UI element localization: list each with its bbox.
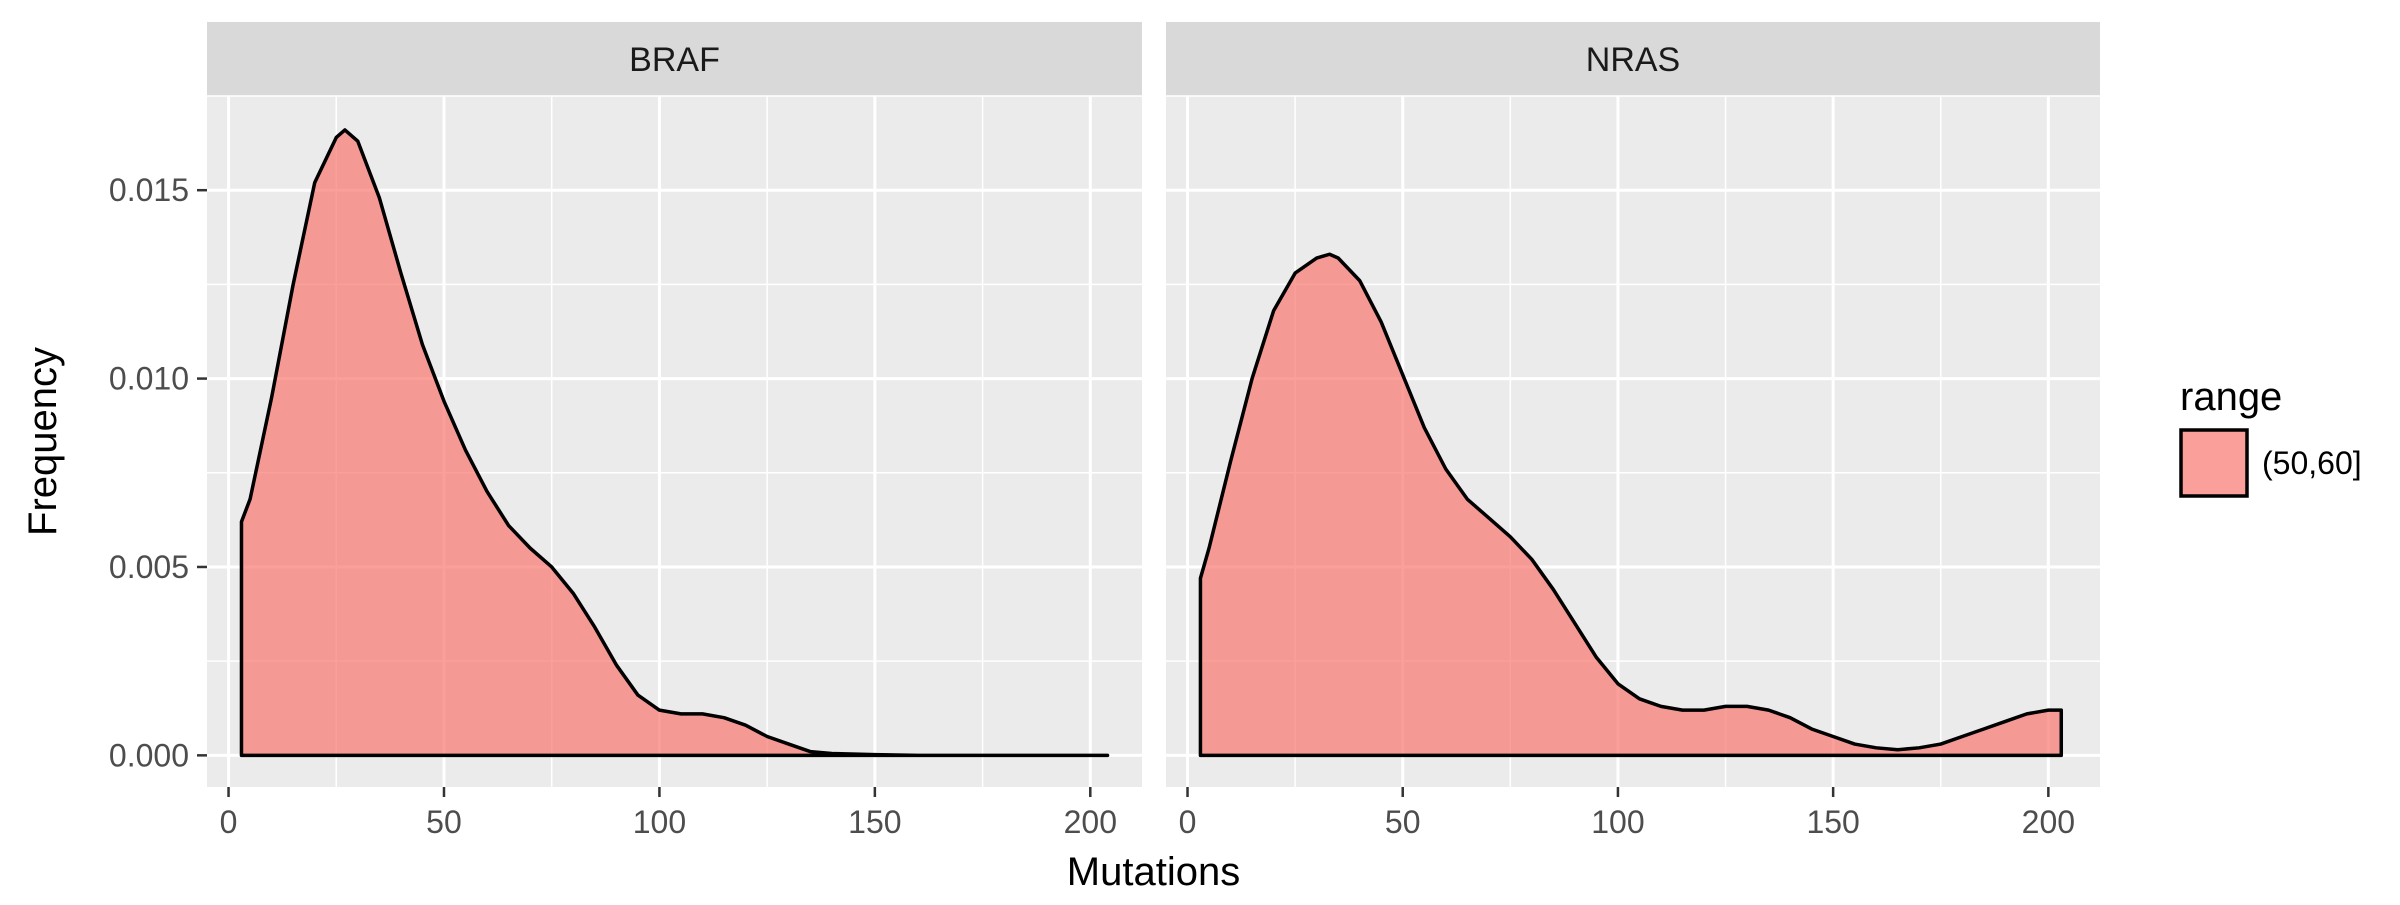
- x-tick-label: 100: [633, 804, 686, 840]
- x-tick-label: 50: [1385, 804, 1421, 840]
- x-tick-label: 200: [1064, 804, 1117, 840]
- x-tick-label: 150: [848, 804, 901, 840]
- legend-key-swatch: [2179, 428, 2249, 498]
- x-tick-label: 50: [426, 804, 462, 840]
- legend-title: range: [2180, 375, 2282, 419]
- y-tick-label: 0.015: [109, 172, 189, 208]
- legend-entry-label: (50,60]: [2262, 445, 2362, 481]
- facet-label-braf: BRAF: [629, 41, 720, 79]
- facet-label-nras: NRAS: [1586, 41, 1680, 79]
- density-area-braf: [239, 128, 1110, 758]
- y-tick-label: 0.005: [109, 549, 189, 585]
- x-tick-label: 150: [1806, 804, 1859, 840]
- x-tick-label: 0: [220, 804, 238, 840]
- y-axis-title: Frequency: [21, 347, 65, 536]
- facet-strip-braf: [207, 22, 1142, 96]
- x-tick-label: 100: [1591, 804, 1644, 840]
- x-axis-title: Mutations: [1067, 850, 1240, 894]
- y-tick-label: 0.010: [109, 361, 189, 397]
- density-area-nras: [1198, 252, 2064, 758]
- x-tick-label: 0: [1179, 804, 1197, 840]
- y-tick-label: 0.000: [109, 737, 189, 773]
- x-tick-label: 200: [2022, 804, 2075, 840]
- facet-strip-nras: [1166, 22, 2100, 96]
